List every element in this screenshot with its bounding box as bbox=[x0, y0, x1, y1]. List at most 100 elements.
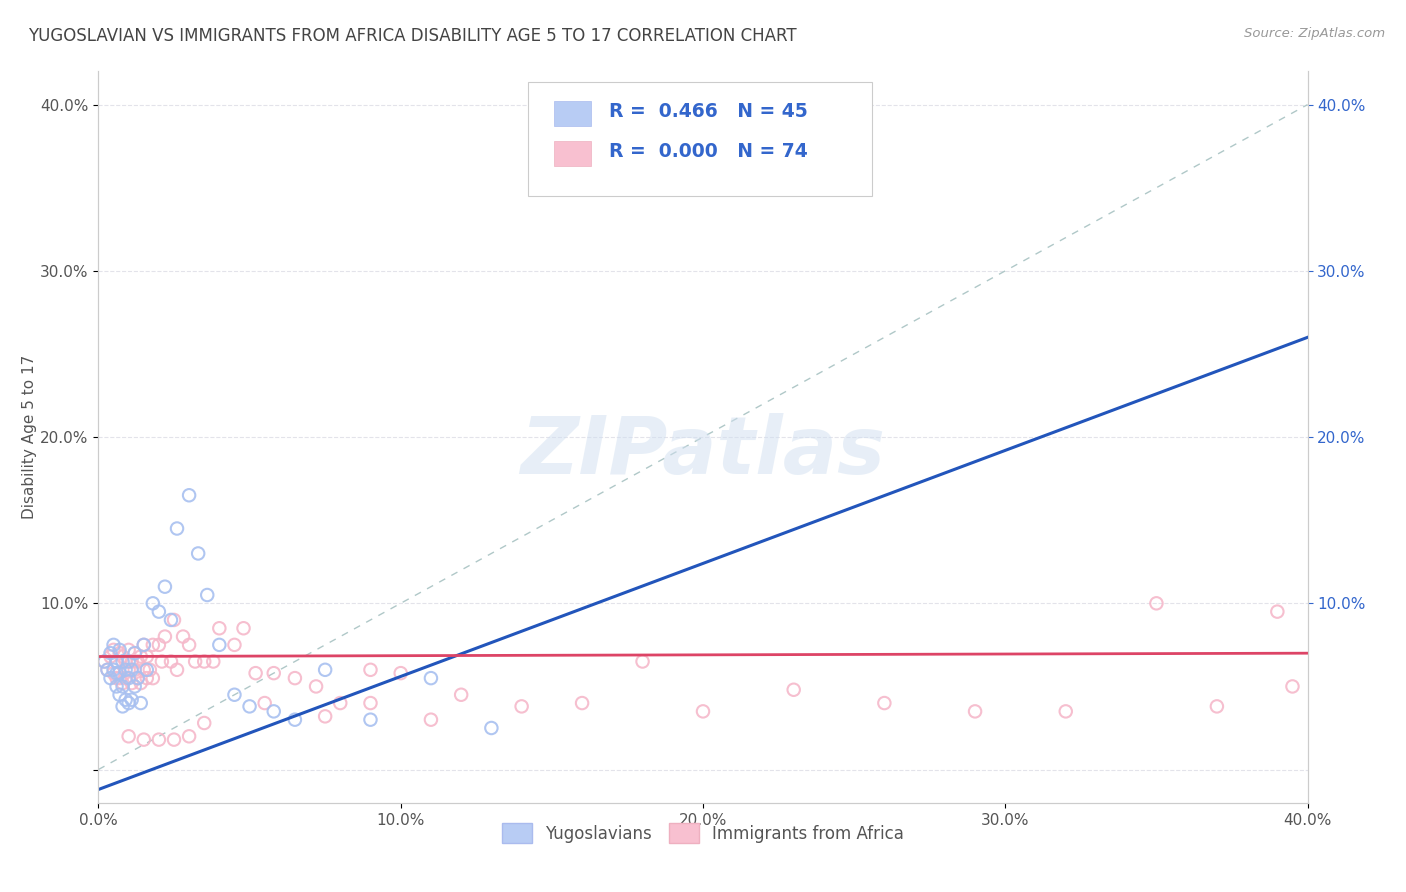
Point bbox=[1144, 596, 1167, 610]
Point bbox=[224, 688, 246, 702]
Point bbox=[114, 692, 136, 706]
Point bbox=[239, 699, 262, 714]
Point bbox=[93, 655, 115, 669]
Point bbox=[118, 643, 141, 657]
Point bbox=[150, 655, 173, 669]
Point bbox=[100, 649, 122, 664]
Point bbox=[118, 696, 141, 710]
Point bbox=[166, 663, 188, 677]
Point bbox=[1281, 680, 1303, 694]
Point bbox=[142, 671, 165, 685]
Point bbox=[166, 521, 188, 535]
Point bbox=[135, 663, 157, 677]
Point bbox=[360, 663, 382, 677]
Point bbox=[160, 613, 183, 627]
Text: R =  0.000   N = 74: R = 0.000 N = 74 bbox=[609, 143, 807, 161]
Point bbox=[314, 709, 336, 723]
Point bbox=[389, 666, 412, 681]
Point bbox=[420, 671, 443, 685]
Point bbox=[139, 663, 162, 677]
Point bbox=[105, 655, 128, 669]
Point bbox=[1054, 705, 1077, 719]
Point bbox=[127, 671, 149, 685]
Point bbox=[148, 732, 170, 747]
Point bbox=[153, 630, 176, 644]
Point bbox=[187, 546, 209, 560]
Point bbox=[100, 646, 122, 660]
Point bbox=[329, 696, 352, 710]
Point bbox=[148, 605, 170, 619]
FancyBboxPatch shape bbox=[554, 101, 591, 127]
Point bbox=[93, 655, 115, 669]
Point bbox=[193, 716, 215, 731]
Point bbox=[314, 663, 336, 677]
Point bbox=[153, 580, 176, 594]
Point bbox=[96, 663, 118, 677]
Point bbox=[108, 646, 131, 660]
Point bbox=[111, 649, 134, 664]
Point bbox=[108, 671, 131, 685]
Point bbox=[631, 655, 654, 669]
Point bbox=[124, 646, 146, 660]
Legend: Yugoslavians, Immigrants from Africa: Yugoslavians, Immigrants from Africa bbox=[495, 817, 911, 849]
Point bbox=[121, 692, 143, 706]
Point bbox=[103, 638, 125, 652]
Text: ZIPatlas: ZIPatlas bbox=[520, 413, 886, 491]
Point bbox=[135, 649, 157, 664]
Point bbox=[450, 688, 472, 702]
Point bbox=[420, 713, 443, 727]
Point bbox=[360, 713, 382, 727]
Point bbox=[100, 671, 122, 685]
Point bbox=[692, 705, 714, 719]
Point bbox=[124, 646, 146, 660]
Point bbox=[111, 655, 134, 669]
Text: Source: ZipAtlas.com: Source: ZipAtlas.com bbox=[1244, 27, 1385, 40]
Point bbox=[105, 680, 128, 694]
Point bbox=[108, 643, 131, 657]
Point bbox=[132, 638, 155, 652]
Point bbox=[132, 638, 155, 652]
Point bbox=[1206, 699, 1229, 714]
Point bbox=[263, 705, 285, 719]
Point bbox=[783, 682, 806, 697]
Point bbox=[172, 630, 194, 644]
Point bbox=[127, 671, 149, 685]
Point bbox=[184, 655, 207, 669]
Y-axis label: Disability Age 5 to 17: Disability Age 5 to 17 bbox=[21, 355, 37, 519]
Point bbox=[132, 732, 155, 747]
Point bbox=[148, 638, 170, 652]
Point bbox=[142, 638, 165, 652]
Point bbox=[253, 696, 276, 710]
Point bbox=[163, 613, 186, 627]
Point bbox=[179, 488, 201, 502]
Point bbox=[160, 655, 183, 669]
Point bbox=[195, 588, 218, 602]
Point bbox=[121, 676, 143, 690]
Point bbox=[96, 663, 118, 677]
Point bbox=[121, 663, 143, 677]
Point bbox=[142, 596, 165, 610]
Point bbox=[118, 655, 141, 669]
FancyBboxPatch shape bbox=[554, 141, 591, 167]
Point bbox=[129, 649, 152, 664]
Point bbox=[111, 680, 134, 694]
Point bbox=[179, 729, 201, 743]
Point bbox=[163, 732, 186, 747]
Point bbox=[873, 696, 896, 710]
Point bbox=[208, 621, 231, 635]
Point bbox=[224, 638, 246, 652]
Point bbox=[108, 688, 131, 702]
Point bbox=[103, 663, 125, 677]
Point bbox=[135, 671, 157, 685]
Point bbox=[263, 666, 285, 681]
Point bbox=[208, 638, 231, 652]
Point bbox=[129, 696, 152, 710]
Point bbox=[111, 676, 134, 690]
Point bbox=[179, 638, 201, 652]
Point bbox=[114, 663, 136, 677]
Text: YUGOSLAVIAN VS IMMIGRANTS FROM AFRICA DISABILITY AGE 5 TO 17 CORRELATION CHART: YUGOSLAVIAN VS IMMIGRANTS FROM AFRICA DI… bbox=[28, 27, 797, 45]
Point bbox=[202, 655, 225, 669]
Point bbox=[232, 621, 254, 635]
Text: R =  0.466   N = 45: R = 0.466 N = 45 bbox=[609, 102, 807, 121]
FancyBboxPatch shape bbox=[527, 82, 872, 195]
